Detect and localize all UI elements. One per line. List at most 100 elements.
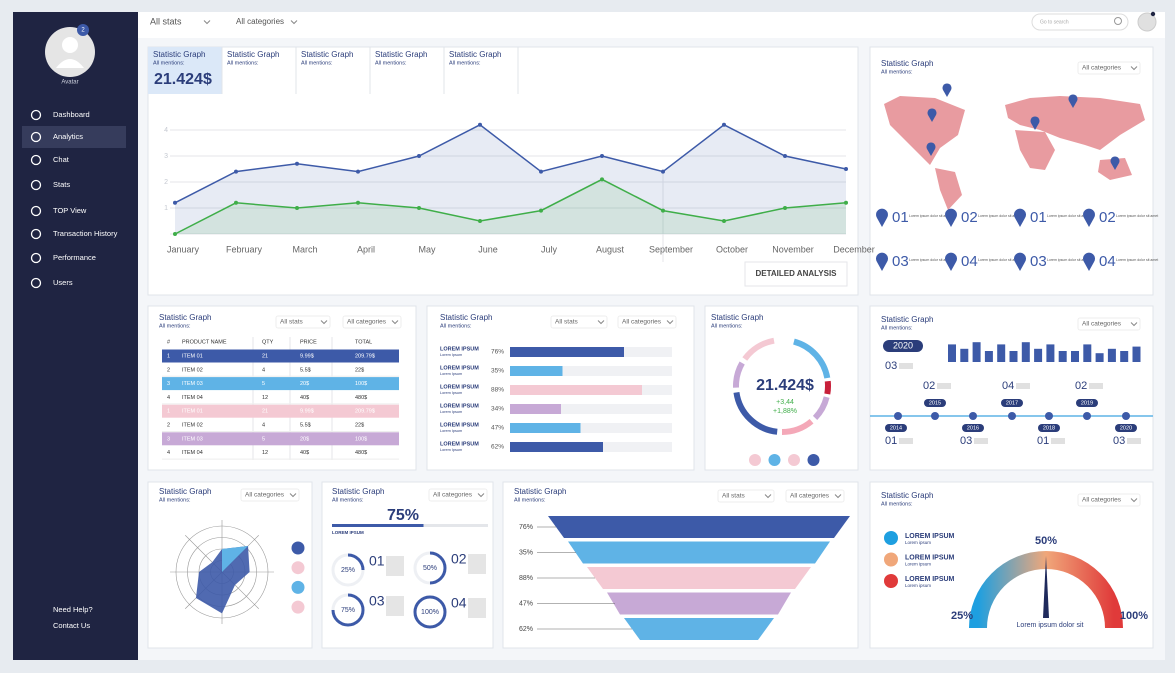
ring-segment [812, 396, 830, 421]
ring-label: 25% [341, 567, 355, 574]
tab-title[interactable]: Statistic Graph [375, 50, 427, 59]
panel-title: Statistic Graph [159, 313, 211, 322]
menu-item[interactable]: Analytics [53, 132, 83, 141]
dropdown[interactable] [1077, 317, 1141, 331]
funnel-label: 35% [519, 549, 533, 556]
panel [147, 46, 859, 296]
tab-title[interactable]: Statistic Graph [153, 50, 205, 59]
contact-link[interactable]: Contact Us [53, 621, 90, 630]
dropdown-label: All categories [790, 493, 830, 500]
text-lines [1051, 438, 1065, 444]
map-region [1005, 96, 1145, 150]
menu-item[interactable]: TOP View [53, 206, 87, 215]
timeline-bar [1132, 346, 1141, 362]
map-pin [926, 142, 936, 156]
text-lines [974, 438, 988, 444]
chevron [764, 494, 772, 499]
pin-number: 04 [1099, 253, 1116, 270]
timeline-dot [931, 412, 939, 420]
dropdown[interactable] [717, 489, 775, 503]
tab-title[interactable]: Statistic Graph [301, 50, 353, 59]
table-cell: 4 [167, 395, 170, 401]
line-point [722, 122, 726, 127]
menu-icon [30, 109, 42, 121]
search-box[interactable] [1031, 13, 1129, 31]
x-tick-label: October [716, 244, 748, 254]
chevron [477, 493, 485, 498]
table-cell: 2 [167, 367, 170, 373]
pin-number: 02 [1099, 209, 1116, 226]
table-cell: 480$ [355, 450, 367, 456]
pin-text: Lorem ipsum dolor sit amet [1116, 258, 1158, 262]
dropdown[interactable] [1077, 493, 1141, 507]
dropdown[interactable] [240, 488, 300, 502]
avatar-body [56, 59, 84, 68]
table-cell: 40$ [300, 395, 309, 401]
line-point [539, 169, 543, 174]
search-icon [1114, 17, 1122, 25]
dropdown[interactable] [1077, 61, 1141, 75]
x-tick-label: July [541, 244, 558, 254]
menu-item[interactable]: Transaction History [53, 229, 118, 238]
ring-segment [781, 418, 814, 435]
dropdown[interactable] [617, 315, 677, 329]
menu-item[interactable]: Users [53, 278, 73, 287]
dropdown[interactable] [342, 315, 402, 329]
timeline-bar [1034, 348, 1043, 362]
timeline-dot [969, 412, 977, 420]
chevron [1130, 322, 1138, 327]
pin-text: Lorem ipsum dolor sit amet [909, 258, 951, 262]
table-cell: 21 [262, 409, 268, 415]
dropdown[interactable] [275, 315, 331, 329]
table-cell: 21 [262, 353, 268, 359]
dropdown[interactable] [785, 489, 845, 503]
dropdown[interactable] [550, 315, 608, 329]
table-cell: 2 [167, 422, 170, 428]
menu-item[interactable]: Dashboard [53, 110, 90, 119]
bar-value: 34% [491, 406, 504, 413]
tab-title[interactable]: Statistic Graph [227, 50, 279, 59]
map-pin [1030, 116, 1040, 130]
line-point [661, 169, 665, 174]
dropdown[interactable] [428, 488, 488, 502]
menu-item[interactable]: Stats [53, 180, 70, 189]
text-lines [937, 383, 951, 389]
tab-active [148, 47, 222, 94]
button[interactable] [744, 261, 848, 287]
text-lines [1016, 383, 1030, 389]
table-row-bg [162, 349, 399, 363]
user-avatar[interactable] [1137, 12, 1157, 32]
table-cell: 4 [167, 450, 170, 456]
table-cell: 22$ [355, 367, 364, 373]
menu-item[interactable]: Chat [53, 155, 70, 164]
filter[interactable]: All stats [150, 16, 182, 26]
table-cell: 12 [262, 395, 268, 401]
funnel-stage [624, 618, 774, 640]
table-header: PRICE [300, 339, 317, 345]
x-tick-label: August [596, 244, 625, 254]
legend-text: Lorem ipsum [905, 540, 931, 545]
tab-title[interactable]: Statistic Graph [449, 50, 501, 59]
timeline-bar [972, 342, 981, 362]
panel-subtitle: All mentions: [881, 501, 913, 507]
bar-value: 35% [491, 368, 504, 375]
help-link[interactable]: Need Help? [53, 605, 93, 614]
pin-number: 03 [892, 253, 909, 270]
x-tick-label: December [833, 244, 875, 254]
timeline-number: 03 [885, 360, 897, 372]
gauge-needle [1043, 556, 1049, 618]
line-point [783, 154, 787, 158]
x-tick-label: February [226, 244, 263, 254]
panel [869, 305, 1154, 471]
filter[interactable]: All categories [236, 17, 284, 26]
table-header: QTY [262, 339, 274, 345]
table-cell: ITEM 03 [182, 381, 203, 387]
table-cell: ITEM 04 [182, 450, 203, 456]
funnel-stage [607, 592, 791, 615]
pin-number: 01 [892, 209, 909, 226]
bar-value: 62% [491, 444, 504, 451]
bar-track [510, 404, 672, 414]
panel [321, 481, 494, 649]
map-region [1015, 130, 1055, 170]
menu-item[interactable]: Performance [53, 253, 96, 262]
